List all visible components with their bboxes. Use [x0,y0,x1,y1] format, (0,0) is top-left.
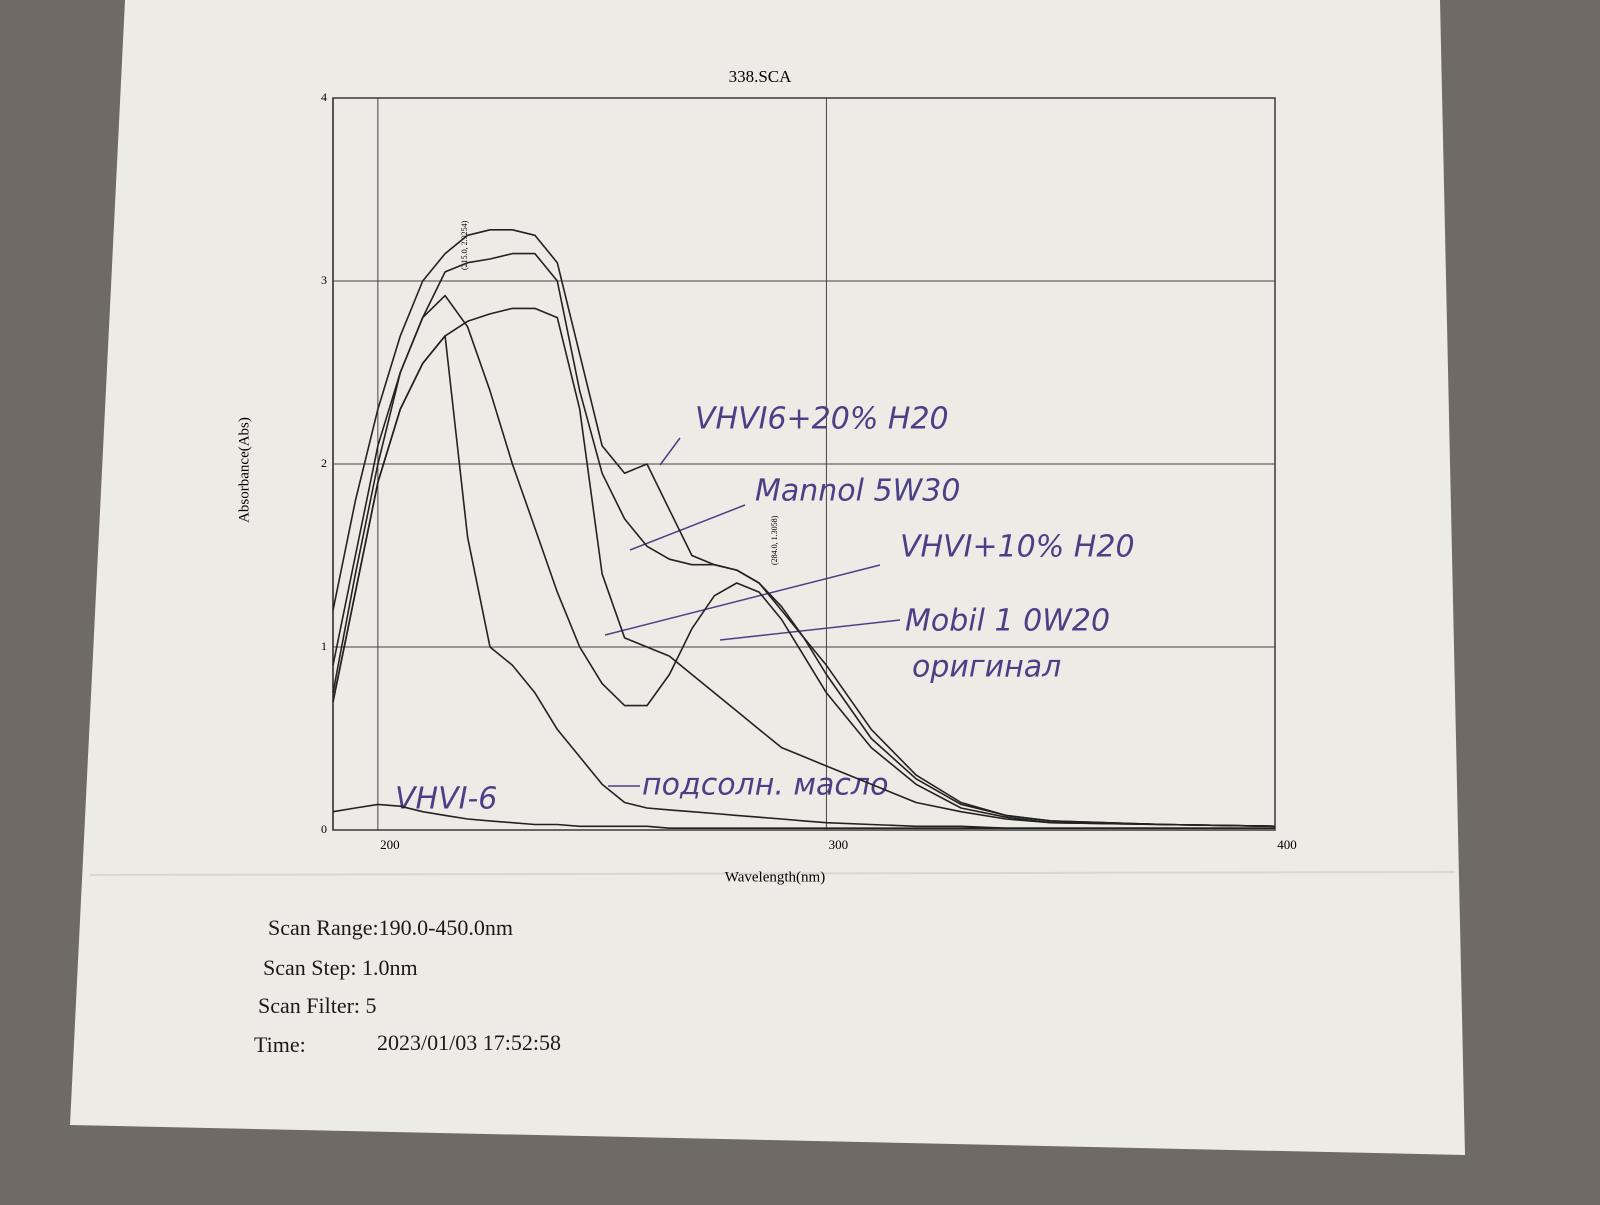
x-tick-label: 200 [380,837,400,852]
series-line [332,335,1275,829]
chart-title: 338.SCA [729,67,793,86]
series-line [332,294,1276,828]
series-label: VHVI-6 [395,782,497,817]
y-tick-label: 3 [321,273,327,287]
y-tick-label: 2 [321,456,327,470]
leader-lines [604,437,901,787]
series-line [332,252,1276,828]
series-label: Mobil 1 0W20 [905,604,1110,639]
annotation: оригинал [912,650,1061,685]
scan-step: Scan Step: 1.0nm [263,955,418,980]
scan-range: Scan Range:190.0-450.0nm [268,915,513,940]
peak-label: (284.0, 1.3058) [770,515,779,565]
scan-filter: Scan Filter: 5 [258,993,377,1018]
series-line [332,803,1275,829]
time-value: 2023/01/03 17:52:58 [377,1030,561,1055]
series-label: VHVI+10% H20 [900,530,1135,565]
series-label: Mannol 5W30 [755,474,960,509]
series-label: подсолн. масло [642,768,888,803]
paper [70,0,1465,1155]
y-tick-label: 4 [321,90,327,104]
x-axis-label: Wavelength(nm) [725,869,825,885]
series-line [332,229,1276,828]
series-label: VHVI6+20% H20 [695,402,949,437]
y-tick-label: 0 [321,822,327,836]
y-axis-label: Absorbance(Abs) [236,417,252,523]
paper-fold [89,871,1456,876]
y-tick-label: 1 [321,639,327,653]
time-label: Time: [254,1032,306,1057]
x-tick-label: 300 [829,837,849,852]
x-tick-label: 400 [1277,837,1297,852]
peak-label: (215.0, 2.9254) [460,220,469,270]
